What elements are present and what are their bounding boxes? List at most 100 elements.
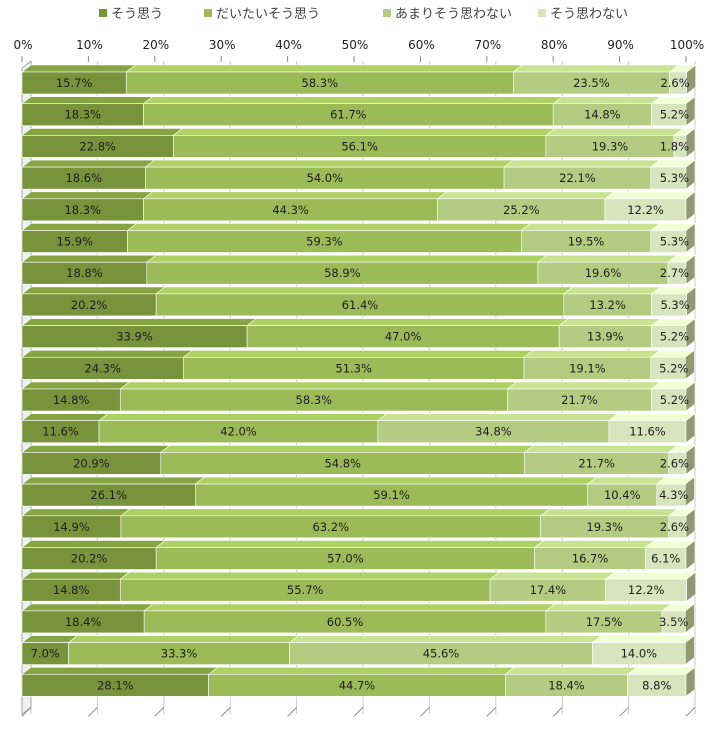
- bar-end-side: [685, 127, 696, 159]
- data-label: 60.5%: [327, 615, 364, 629]
- data-label: 61.7%: [330, 108, 367, 122]
- data-label: 59.1%: [373, 488, 410, 502]
- floor-tick: [154, 706, 165, 717]
- data-label: 23.5%: [573, 76, 610, 90]
- data-label: 14.8%: [584, 108, 621, 122]
- bar-segment-top: [21, 476, 206, 485]
- data-label: 5.2%: [659, 361, 688, 375]
- bar-row-15: 14.9% 63.2% 19.3% 2.6%: [21, 508, 696, 539]
- bar-segment-top: [539, 508, 679, 517]
- data-label: 22.8%: [79, 139, 116, 153]
- x-tick-label: 40%: [275, 38, 302, 52]
- data-label: 5.2%: [660, 330, 689, 344]
- bar-end-side: [685, 666, 696, 697]
- bar-segment-top: [21, 571, 131, 580]
- data-label: 17.4%: [530, 583, 567, 597]
- data-label: 33.3%: [161, 647, 198, 661]
- data-label: 15.7%: [56, 76, 93, 90]
- x-tick-label: 50%: [342, 38, 369, 52]
- x-tick-label: 30%: [209, 38, 236, 52]
- floor-tick: [21, 706, 32, 717]
- data-label: 5.2%: [660, 393, 689, 407]
- bar-end-side: [686, 571, 696, 602]
- bar-segment-top: [21, 254, 157, 263]
- bar-end-side: [685, 634, 695, 666]
- bar-segment-top: [377, 413, 619, 422]
- legend-label-3: あまりそう思わない: [395, 7, 512, 22]
- bar-segment-top: [207, 666, 516, 675]
- bar-segment-top: [21, 318, 257, 326]
- data-label: 45.6%: [423, 647, 460, 661]
- bar-segment-top: [21, 349, 194, 358]
- data-label: 14.8%: [53, 583, 90, 597]
- bar-segment-top: [591, 635, 696, 643]
- floor-tick: [486, 706, 497, 717]
- bar-row-7: 18.8% 58.9% 19.6% 2.7%: [21, 254, 696, 285]
- bar-segment-top: [533, 540, 656, 548]
- floor-tick: [685, 706, 696, 717]
- x-tick-label: 10%: [76, 38, 103, 52]
- bar-segment-top: [21, 540, 167, 548]
- data-label: 19.1%: [569, 361, 606, 375]
- legend-swatch-2: [204, 9, 212, 17]
- bar-segment-top: [98, 413, 388, 422]
- bar-row-4: 18.6% 54.0% 22.1% 5.3%: [21, 159, 696, 190]
- x-tick-label: 0%: [13, 38, 32, 52]
- data-label: 28.1%: [97, 678, 134, 692]
- x-tick-label: 80%: [541, 38, 568, 52]
- legend-swatch-3: [383, 9, 391, 17]
- bar-segment-top: [21, 445, 171, 453]
- data-label: 1.8%: [660, 139, 689, 153]
- data-label: 24.3%: [84, 361, 121, 375]
- data-label: 58.9%: [324, 266, 361, 280]
- bar-row-12: 11.6% 42.0% 34.8% 11.6%: [21, 413, 696, 444]
- data-label: 58.3%: [302, 76, 339, 90]
- bar-row-5: 18.3% 44.3% 25.2% 12.2%: [21, 191, 696, 222]
- bar-end-side: [685, 349, 695, 380]
- bar-segment-top: [21, 128, 184, 136]
- data-label: 42.0%: [220, 425, 257, 439]
- data-label: 19.3%: [586, 520, 623, 534]
- bar-row-6: 15.9% 59.3% 19.5% 5.3%: [21, 222, 696, 254]
- bar-row-17: 14.8% 55.7% 17.4% 12.2%: [21, 571, 697, 602]
- bar-row-13: 20.9% 54.8% 21.7% 2.6%: [21, 444, 696, 476]
- bar-segment-top: [562, 286, 662, 295]
- bar-end-side: [685, 444, 696, 476]
- data-label: 2.6%: [660, 456, 689, 470]
- floor-tick: [552, 706, 563, 717]
- data-label: 47.0%: [385, 330, 422, 344]
- bar-segment-top: [436, 191, 615, 200]
- data-label: 13.2%: [589, 298, 626, 312]
- data-label: 14.0%: [621, 647, 658, 661]
- bar-segment-top: [21, 666, 219, 675]
- bar-row-9: 33.9% 47.0% 13.9% 5.2%: [21, 317, 696, 349]
- bar-segment-top: [246, 318, 570, 326]
- data-label: 22.1%: [559, 171, 596, 185]
- legend-label-1: そう思う: [111, 7, 163, 22]
- bar-end-side: [685, 539, 696, 571]
- bar-row-10: 24.3% 51.3% 19.1% 5.2%: [21, 349, 696, 380]
- x-tick-label: 60%: [408, 38, 435, 52]
- data-label: 5.3%: [660, 235, 689, 249]
- bar-segment-top: [21, 96, 154, 104]
- bar-row-14: 26.1% 59.1% 10.4% 4.3%: [21, 476, 696, 507]
- data-label: 19.3%: [592, 139, 629, 153]
- bar-segment-top: [626, 666, 696, 675]
- data-label: 58.3%: [296, 393, 333, 407]
- bar-segment-top: [145, 254, 548, 263]
- bar-segment-top: [288, 635, 603, 643]
- data-label: 61.4%: [342, 298, 379, 312]
- bar-segment-top: [126, 223, 532, 231]
- data-label: 54.8%: [324, 456, 361, 470]
- data-label: 2.7%: [660, 266, 689, 280]
- bar-segment-top: [172, 128, 556, 136]
- data-label: 14.8%: [53, 393, 90, 407]
- bar-segment-top: [155, 540, 545, 548]
- bar-end-side: [685, 413, 696, 444]
- bar-segment-top: [503, 159, 661, 168]
- bar-segment-top: [552, 96, 662, 104]
- bar-end-side: [686, 64, 696, 95]
- bar-segment-top: [21, 64, 137, 73]
- bar-row-11: 14.8% 58.3% 21.7% 5.2%: [21, 381, 696, 412]
- bar-segment-top: [21, 286, 167, 295]
